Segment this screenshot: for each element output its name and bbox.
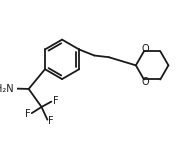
Text: F: F xyxy=(53,96,58,106)
Text: F: F xyxy=(25,109,30,119)
Text: F: F xyxy=(48,116,54,126)
Text: O: O xyxy=(141,44,149,54)
Text: H₂N: H₂N xyxy=(0,84,13,94)
Text: O: O xyxy=(141,77,149,87)
